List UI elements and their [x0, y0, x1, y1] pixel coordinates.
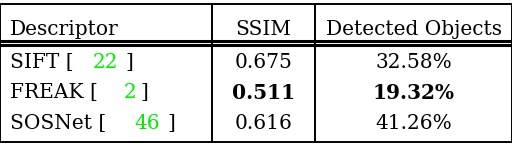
Text: 32.58%: 32.58% — [375, 53, 452, 72]
Text: 0.675: 0.675 — [234, 53, 293, 72]
Text: 0.616: 0.616 — [234, 114, 293, 133]
Text: 22: 22 — [92, 53, 118, 72]
Text: SSIM: SSIM — [236, 20, 292, 39]
Text: 46: 46 — [135, 114, 160, 133]
Text: 0.511: 0.511 — [232, 83, 295, 103]
Text: Descriptor: Descriptor — [10, 20, 119, 39]
Text: ]: ] — [167, 114, 176, 133]
Text: 41.26%: 41.26% — [375, 114, 452, 133]
Text: SOSNet [: SOSNet [ — [10, 114, 106, 133]
Text: 19.32%: 19.32% — [373, 83, 455, 103]
Text: SIFT [: SIFT [ — [10, 53, 74, 72]
Text: ]: ] — [140, 83, 148, 102]
Text: FREAK [: FREAK [ — [10, 83, 98, 102]
Text: 2: 2 — [123, 83, 136, 102]
Text: Detected Objects: Detected Objects — [326, 20, 502, 39]
Text: ]: ] — [125, 53, 133, 72]
